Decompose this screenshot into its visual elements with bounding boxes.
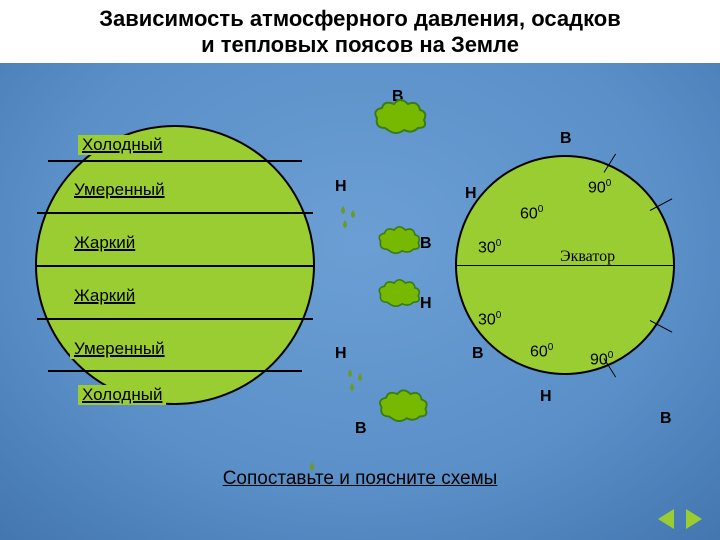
- footer-text: Сопоставьте и поясните схемы: [0, 468, 720, 490]
- belt-hot-bottom: Жаркий: [70, 286, 139, 306]
- marker-H-left-lower: Н: [335, 345, 347, 363]
- marker-B-bottom: В: [355, 420, 367, 438]
- droplets-icon: [342, 363, 372, 393]
- belt-cold-bottom: Холодный: [78, 385, 166, 405]
- deg-60-bottom: 600: [530, 342, 553, 361]
- marker-H-left-upper: Н: [335, 178, 347, 196]
- title-line-1: Зависимость атмосферного давления, осадк…: [99, 6, 621, 31]
- belt-hot-top: Жаркий: [70, 233, 139, 253]
- cloud-icon: [375, 388, 431, 428]
- deg-30-top: 300: [478, 238, 501, 257]
- deg-60-top: 600: [520, 204, 543, 223]
- equator-label: Экватор: [560, 248, 615, 266]
- lat-line: [48, 160, 302, 162]
- belt-temperate-bottom: Умеренный: [70, 339, 169, 359]
- lat-line: [37, 318, 313, 320]
- page-title: Зависимость атмосферного давления, осадк…: [0, 0, 720, 63]
- title-line-2: и тепловых поясов на Земле: [201, 32, 519, 57]
- lat-line: [37, 212, 313, 214]
- marker-H-bottomright: Н: [540, 388, 552, 406]
- lat-line: [35, 265, 315, 267]
- deg-90-top: 900: [588, 178, 611, 197]
- belt-cold-top: Холодный: [78, 135, 166, 155]
- marker-B-topright: В: [560, 130, 572, 148]
- marker-H-right-upper: Н: [465, 185, 477, 203]
- droplets-icon: [335, 200, 365, 230]
- nav-next[interactable]: [686, 509, 702, 534]
- cloud-icon: [375, 225, 423, 259]
- lat-line: [48, 370, 302, 372]
- marker-B-right-lower: В: [472, 345, 484, 363]
- cloud-icon: [375, 278, 423, 312]
- marker-B-bottomright: В: [660, 410, 672, 428]
- deg-90-bottom: 900: [590, 350, 613, 369]
- nav-prev[interactable]: [658, 509, 674, 534]
- belt-temperate-top: Умеренный: [70, 180, 169, 200]
- deg-30-bottom: 300: [478, 310, 501, 329]
- cloud-icon: [370, 98, 430, 140]
